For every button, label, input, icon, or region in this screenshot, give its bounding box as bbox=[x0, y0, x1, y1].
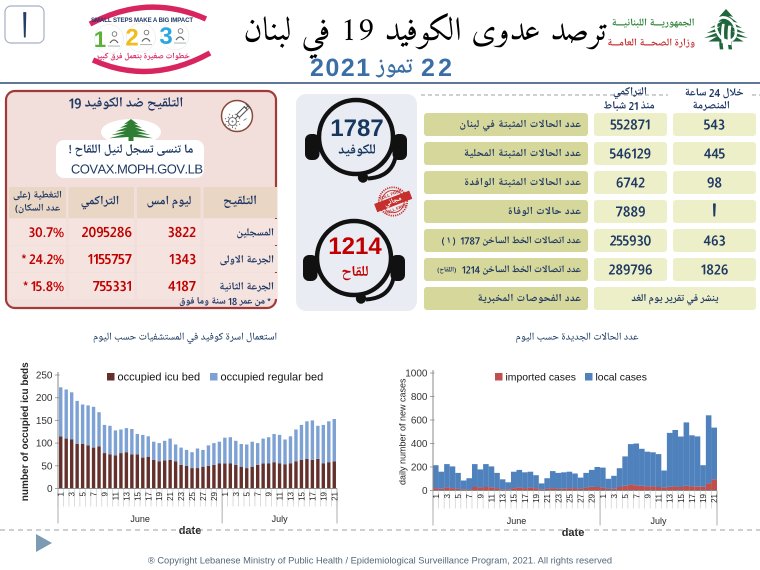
svg-text:13: 13 bbox=[122, 491, 131, 500]
svg-text:5: 5 bbox=[79, 491, 88, 496]
svg-text:date: date bbox=[562, 527, 585, 539]
svg-text:7: 7 bbox=[465, 493, 474, 498]
svg-text:11: 11 bbox=[111, 491, 120, 500]
svg-text:1: 1 bbox=[57, 491, 66, 496]
svg-text:19: 19 bbox=[319, 491, 328, 500]
svg-text:23: 23 bbox=[177, 491, 186, 500]
svg-text:July: July bbox=[272, 514, 289, 524]
svg-text:9: 9 bbox=[476, 493, 485, 498]
svg-text:0: 0 bbox=[422, 486, 428, 497]
svg-text:29: 29 bbox=[588, 493, 597, 502]
svg-text:® Copyright Lebanese Ministry: ® Copyright Lebanese Ministry of Public … bbox=[148, 556, 612, 566]
svg-text:SMALL STEPS MAKE A BIG IMPACT: SMALL STEPS MAKE A BIG IMPACT bbox=[91, 17, 193, 24]
svg-text:11: 11 bbox=[276, 491, 285, 500]
svg-text:number of occupied icu beds: number of occupied icu beds bbox=[20, 362, 31, 501]
svg-text:3: 3 bbox=[610, 493, 619, 498]
svg-text:17: 17 bbox=[521, 493, 530, 502]
svg-text:17: 17 bbox=[688, 493, 697, 502]
svg-text:7: 7 bbox=[90, 491, 99, 496]
svg-text:5: 5 bbox=[243, 491, 252, 496]
svg-text:200: 200 bbox=[411, 463, 428, 474]
svg-text:5: 5 bbox=[621, 493, 630, 498]
svg-text:400: 400 bbox=[411, 439, 428, 450]
svg-text:9: 9 bbox=[101, 491, 110, 496]
svg-text:1: 1 bbox=[599, 493, 608, 498]
svg-text:13: 13 bbox=[499, 493, 508, 502]
svg-text:19: 19 bbox=[699, 493, 708, 502]
svg-text:11: 11 bbox=[488, 493, 497, 502]
svg-text:3: 3 bbox=[443, 493, 452, 498]
svg-text:7: 7 bbox=[632, 493, 641, 498]
svg-text:11: 11 bbox=[655, 493, 664, 502]
svg-text:200: 200 bbox=[36, 393, 53, 404]
svg-text:19: 19 bbox=[155, 491, 164, 500]
svg-text:1: 1 bbox=[432, 493, 441, 498]
svg-text:23: 23 bbox=[554, 493, 563, 502]
svg-text:17: 17 bbox=[308, 491, 317, 500]
svg-text:1: 1 bbox=[94, 27, 106, 52]
svg-text:27: 27 bbox=[199, 491, 208, 500]
svg-text:13: 13 bbox=[666, 493, 675, 502]
svg-text:9: 9 bbox=[265, 491, 274, 496]
svg-text:100: 100 bbox=[36, 439, 53, 450]
svg-text:June: June bbox=[130, 514, 150, 524]
svg-text:15: 15 bbox=[133, 491, 142, 500]
svg-text:June: June bbox=[507, 516, 527, 526]
svg-text:daily number of new cases: daily number of new cases bbox=[398, 378, 408, 485]
svg-text:2: 2 bbox=[125, 25, 138, 52]
svg-text:5: 5 bbox=[454, 493, 463, 498]
svg-text:17: 17 bbox=[144, 491, 153, 500]
svg-text:50: 50 bbox=[41, 461, 53, 472]
svg-text:July: July bbox=[650, 516, 667, 526]
svg-text:imported cases: imported cases bbox=[506, 373, 576, 384]
svg-text:3: 3 bbox=[68, 491, 77, 496]
svg-text:15: 15 bbox=[677, 493, 686, 502]
svg-text:7: 7 bbox=[254, 491, 263, 496]
svg-text:21: 21 bbox=[166, 491, 175, 500]
svg-text:25: 25 bbox=[565, 493, 574, 502]
svg-text:150: 150 bbox=[36, 416, 53, 427]
svg-text:21: 21 bbox=[543, 493, 552, 502]
svg-text:local cases: local cases bbox=[596, 373, 647, 384]
svg-text:1: 1 bbox=[221, 491, 230, 496]
svg-text:21: 21 bbox=[330, 491, 339, 500]
svg-text:600: 600 bbox=[411, 416, 428, 427]
svg-text:25: 25 bbox=[188, 491, 197, 500]
svg-text:9: 9 bbox=[643, 493, 652, 498]
svg-text:15: 15 bbox=[297, 491, 306, 500]
svg-text:19: 19 bbox=[532, 493, 541, 502]
svg-text:800: 800 bbox=[411, 392, 428, 403]
svg-text:250: 250 bbox=[36, 371, 53, 382]
svg-text:15: 15 bbox=[510, 493, 519, 502]
svg-text:occupied regular bed: occupied regular bed bbox=[221, 372, 324, 384]
svg-text:27: 27 bbox=[577, 493, 586, 502]
svg-text:29: 29 bbox=[210, 491, 219, 500]
svg-text:date: date bbox=[179, 525, 202, 537]
svg-text:3: 3 bbox=[232, 491, 241, 496]
svg-text:1000: 1000 bbox=[405, 369, 428, 380]
svg-text:21: 21 bbox=[710, 493, 719, 502]
svg-text:3: 3 bbox=[159, 23, 172, 50]
svg-text:occupied icu bed: occupied icu bed bbox=[118, 372, 201, 384]
svg-text:13: 13 bbox=[287, 491, 296, 500]
svg-text:0: 0 bbox=[47, 484, 53, 495]
